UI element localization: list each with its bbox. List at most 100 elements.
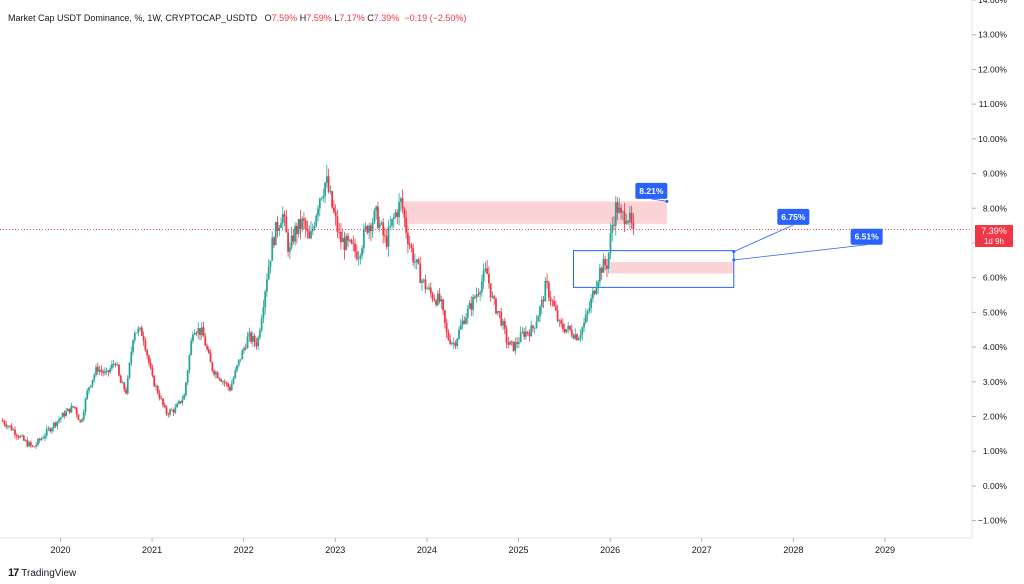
candle-body [528, 332, 531, 337]
candle-body [477, 294, 480, 295]
candle-body [257, 337, 260, 347]
candle-body [593, 290, 596, 294]
candle-body [95, 366, 97, 375]
candle-body [391, 218, 393, 226]
candle-body [362, 229, 365, 249]
candle-body [301, 218, 304, 229]
candle-body [142, 335, 145, 341]
candle-body [378, 223, 381, 228]
candle-body [251, 335, 254, 342]
support-zone[interactable] [610, 262, 734, 274]
candle-body [176, 403, 178, 408]
callout-box[interactable] [635, 182, 668, 199]
candle-body [606, 265, 608, 269]
candle-body [236, 365, 238, 371]
candle-body [625, 221, 628, 224]
candle-body [86, 390, 89, 399]
candle-body [449, 339, 452, 344]
candle-body [389, 225, 392, 227]
candle-body [359, 255, 362, 259]
candle-body [170, 409, 173, 411]
candle-body [472, 296, 474, 310]
candle-body [244, 347, 247, 349]
price-axis[interactable]: 14.00% 13.00% 12.00% 11.00% 10.00% 9.00% 8.00%… [972, 0, 1007, 526]
callout-box[interactable] [850, 228, 883, 245]
candle-body [232, 378, 235, 384]
tradingview-brand[interactable]: 17 TradingView [8, 567, 76, 579]
candle-body [135, 332, 138, 334]
candle-body [364, 226, 367, 230]
annotation-layer[interactable] [404, 201, 735, 288]
candle-body [396, 212, 399, 218]
candle-body [556, 310, 559, 321]
candle-body [225, 383, 228, 384]
y-tick-label: 10.00% [978, 134, 1007, 144]
candle-body [209, 353, 212, 363]
candle-body [22, 435, 25, 441]
y-tick-label: 3.00% [983, 377, 1008, 387]
candle-body [384, 235, 386, 237]
candle-body [584, 314, 587, 323]
candle-body [280, 223, 282, 228]
candle-body [264, 291, 267, 308]
candle-body [375, 206, 378, 211]
candle-body [128, 362, 131, 378]
symbol-legend[interactable]: Market Cap USDT Dominance, %, 1W, CRYPTO… [8, 13, 466, 23]
callout-connector [651, 198, 667, 202]
candle-body [308, 231, 311, 239]
y-tick-label: 12.00% [978, 64, 1007, 74]
candle-body [195, 333, 198, 334]
candle-body [369, 225, 372, 232]
candle-body [174, 407, 177, 413]
candle-body [162, 398, 164, 405]
time-axis[interactable]: 2020 2021 2022 2023 2024 2025 2026 2027 2028 2029 [50, 538, 895, 555]
candle-body [246, 336, 249, 349]
candle-body [595, 287, 598, 294]
candle-body [262, 307, 265, 319]
candle-body [428, 287, 430, 289]
candle-body [540, 299, 543, 307]
callout-anchor-dot [732, 250, 736, 254]
candle-body [577, 338, 580, 341]
callout-box[interactable] [777, 208, 810, 225]
x-tick-label: 2029 [875, 545, 895, 555]
candle-body [419, 263, 422, 283]
candle-body [109, 368, 112, 373]
candle-body [271, 237, 274, 261]
candle-body [221, 381, 224, 383]
candle-body [169, 409, 171, 415]
candle-body [234, 370, 237, 379]
candle-body [91, 379, 94, 386]
candle-body [380, 222, 383, 224]
candle-body [181, 399, 184, 403]
candle-body [12, 429, 15, 431]
candle-body [160, 398, 163, 399]
x-tick-label: 2022 [234, 545, 254, 555]
candle-body [303, 218, 305, 221]
range-box[interactable] [572, 250, 735, 288]
candle-body [503, 321, 506, 329]
candle-body [14, 429, 16, 435]
candle-body [498, 311, 501, 313]
candle-body [317, 208, 319, 216]
candle-body [313, 225, 316, 229]
candle-body [258, 330, 261, 338]
candle-body [331, 191, 334, 208]
resistance-zone[interactable] [404, 201, 667, 224]
callout-anchor-dot [665, 199, 669, 203]
close-value: 7.39% [373, 13, 400, 23]
candle-body [213, 370, 215, 375]
candle-body [532, 325, 534, 329]
candle-body [570, 329, 573, 336]
candle-body [192, 334, 194, 341]
candle-body [562, 323, 564, 329]
callout-layer[interactable]: 8.21% 6.75% 6.51% [635, 182, 883, 262]
candle-body [237, 359, 240, 366]
candle-body [544, 280, 547, 302]
candle-body [456, 338, 459, 346]
candle-body [126, 377, 129, 394]
candle-body [229, 386, 231, 391]
candle-body [304, 220, 307, 230]
